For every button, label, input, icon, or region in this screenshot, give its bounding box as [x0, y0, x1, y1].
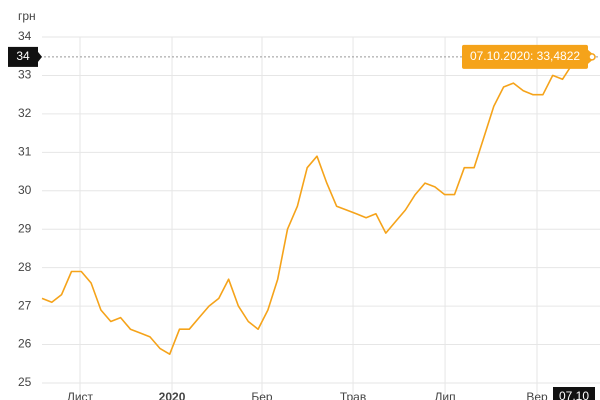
x-tick-label: Лип [435, 390, 456, 400]
x-tick-label: Вер [526, 390, 548, 400]
y-tick-label: 27 [18, 298, 32, 312]
price-line [41, 55, 593, 355]
y-tick-label: 34 [18, 29, 32, 43]
x-tick-label: Бер [251, 390, 273, 400]
x-tick-label: Трав [340, 390, 366, 400]
tooltip-box [462, 44, 588, 69]
current-value-box [8, 46, 38, 67]
y-tick-label: 32 [18, 106, 32, 120]
y-tick-label: 25 [18, 375, 32, 389]
y-tick-label: 28 [18, 260, 32, 274]
y-tick-label: 26 [18, 337, 32, 351]
y-tick-label: 30 [18, 183, 32, 197]
x-tick-label: Лист [67, 390, 94, 400]
y-tick-label: 33 [18, 68, 32, 82]
y-tick-label: 29 [18, 221, 32, 235]
date-label: 07.10 [559, 389, 589, 400]
date-box [553, 387, 595, 400]
x-tick-label: 2020 [159, 390, 186, 400]
current-value-arrow [38, 51, 42, 62]
y-tick-label: 31 [18, 145, 32, 159]
y-axis-label: грн [18, 9, 36, 23]
tooltip-text: 07.10.2020: 33,4822 [470, 49, 580, 63]
current-value-label: 34 [16, 49, 30, 63]
last-point [588, 53, 596, 61]
